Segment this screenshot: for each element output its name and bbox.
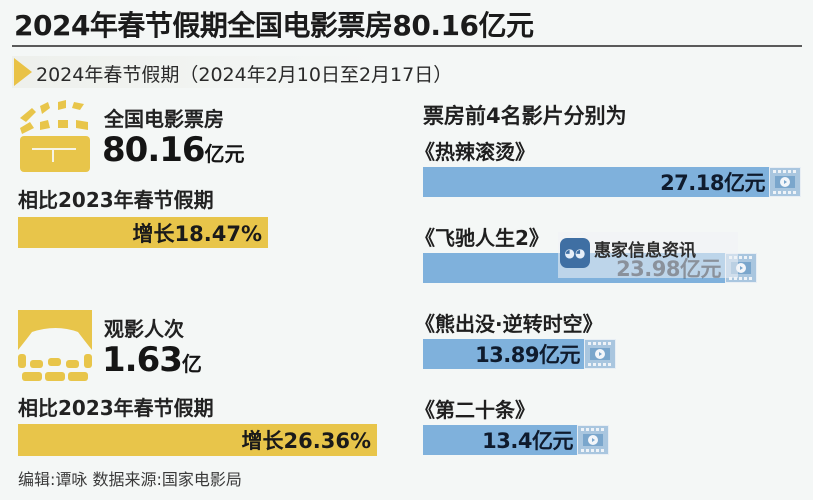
box-office-compare-label: 相比2023年春节假期 (18, 188, 214, 212)
film-bar-3: 13.89亿元 (423, 339, 616, 369)
box-office-value: 80.16 (102, 130, 206, 170)
film-reel-icon (769, 167, 801, 197)
watermark-text: 惠家信息资讯 (594, 241, 696, 261)
watermark-logo-icon: ◕◕ (560, 238, 590, 268)
box-office-growth-bar: 增长18.47% (18, 217, 268, 248)
attendance-growth-bar: 增长26.36% (18, 424, 377, 456)
title-divider (12, 45, 802, 47)
film-name-3: 《熊出没·逆转时空》 (415, 312, 603, 336)
film-name-2: 《飞驰人生2》 (415, 226, 549, 250)
film-bar-1: 27.18亿元 (423, 167, 801, 197)
film-value-3: 13.89亿元 (475, 343, 580, 367)
box-office-label: 全国电影票房 (104, 107, 224, 131)
film-bar-4: 13.4亿元 (423, 425, 609, 455)
attendance-value: 1.63 (102, 340, 183, 380)
film-value-4: 13.4亿元 (482, 429, 573, 453)
attendance-label: 观影人次 (104, 317, 184, 341)
film-reel-icon (577, 425, 609, 455)
clapperboard-icon (14, 100, 94, 172)
footer-credits: 编辑:谭咏 数据来源:国家电影局 (18, 470, 242, 489)
attendance-compare-label: 相比2023年春节假期 (18, 396, 214, 420)
triangle-bullet-icon (14, 58, 32, 86)
film-reel-icon (725, 253, 757, 283)
ranking-heading: 票房前4名影片分别为 (423, 104, 627, 128)
film-name-4: 《第二十条》 (415, 398, 535, 422)
box-office-growth-text: 增长18.47% (132, 221, 262, 246)
film-reel-icon (584, 339, 616, 369)
page-title: 2024年春节假期全国电影票房80.16亿元 (14, 9, 534, 42)
theater-seats-icon (16, 310, 94, 382)
box-office-unit: 亿元 (204, 142, 245, 166)
film-value-1: 27.18亿元 (660, 171, 765, 195)
attendance-growth-text: 增长26.36% (241, 429, 371, 453)
subtitle: 2024年春节假期（2024年2月10日至2月17日） (36, 64, 453, 86)
attendance-unit: 亿 (181, 352, 202, 376)
film-name-1: 《热辣滚烫》 (415, 140, 535, 164)
box-office-value-row: 80.16亿元 (102, 130, 245, 170)
subtitle-band (12, 56, 382, 88)
attendance-value-row: 1.63亿 (102, 340, 202, 380)
